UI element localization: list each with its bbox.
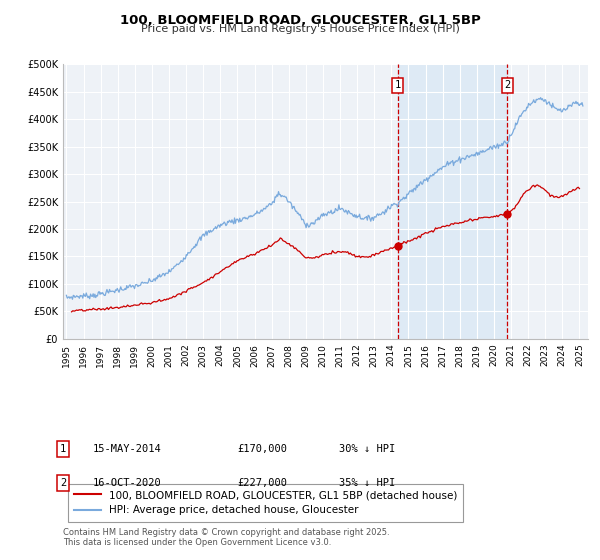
- Text: £227,000: £227,000: [237, 478, 287, 488]
- Text: Price paid vs. HM Land Registry's House Price Index (HPI): Price paid vs. HM Land Registry's House …: [140, 24, 460, 34]
- Text: 16-OCT-2020: 16-OCT-2020: [93, 478, 162, 488]
- Legend: 100, BLOOMFIELD ROAD, GLOUCESTER, GL1 5BP (detached house), HPI: Average price, : 100, BLOOMFIELD ROAD, GLOUCESTER, GL1 5B…: [68, 484, 463, 521]
- Bar: [398, 64, 508, 339]
- Text: Contains HM Land Registry data © Crown copyright and database right 2025.
This d: Contains HM Land Registry data © Crown c…: [63, 528, 389, 547]
- Text: £170,000: £170,000: [237, 444, 287, 454]
- Text: 35% ↓ HPI: 35% ↓ HPI: [339, 478, 395, 488]
- Text: 1: 1: [60, 444, 66, 454]
- Text: 100, BLOOMFIELD ROAD, GLOUCESTER, GL1 5BP: 100, BLOOMFIELD ROAD, GLOUCESTER, GL1 5B…: [119, 14, 481, 27]
- Text: 2: 2: [60, 478, 66, 488]
- Text: 15-MAY-2014: 15-MAY-2014: [93, 444, 162, 454]
- Text: 2: 2: [505, 80, 511, 90]
- Text: 1: 1: [395, 80, 401, 90]
- Text: 30% ↓ HPI: 30% ↓ HPI: [339, 444, 395, 454]
